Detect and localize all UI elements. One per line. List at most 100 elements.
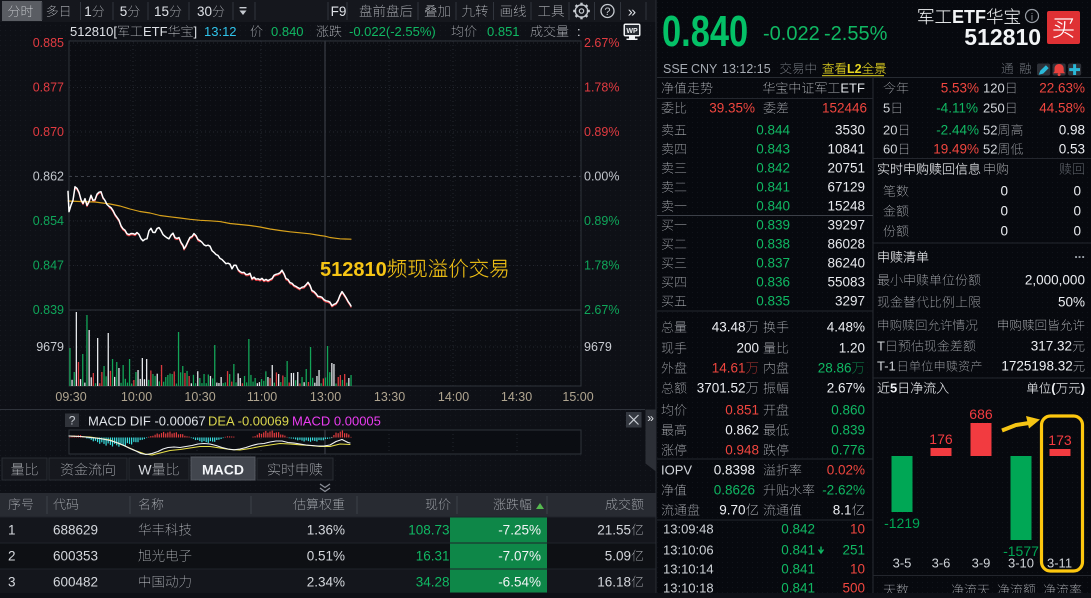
svg-text:»: »: [647, 411, 654, 425]
svg-text:9679: 9679: [36, 340, 64, 354]
svg-text:0.840: 0.840: [271, 24, 304, 39]
svg-text:0.851: 0.851: [487, 24, 520, 39]
svg-text:?: ?: [604, 6, 610, 18]
svg-text:0.51%: 0.51%: [307, 549, 345, 564]
svg-text:0.8398: 0.8398: [714, 463, 755, 478]
svg-text:1: 1: [84, 4, 92, 19]
svg-text:3701.52: 3701.52: [697, 381, 746, 396]
svg-text:67129: 67129: [828, 180, 866, 195]
svg-text:0.8626: 0.8626: [714, 483, 755, 498]
svg-text:4.48%: 4.48%: [827, 320, 865, 335]
svg-text:09:30: 09:30: [55, 390, 86, 404]
svg-text:22.63%: 22.63%: [1039, 81, 1085, 96]
svg-text:55083: 55083: [828, 275, 866, 290]
svg-text:0.948: 0.948: [725, 443, 759, 458]
svg-text:?: ?: [69, 414, 76, 428]
svg-text:13:10:18: 13:10:18: [663, 581, 714, 593]
svg-text:0.843: 0.843: [756, 142, 790, 157]
svg-text:0.841: 0.841: [756, 180, 790, 195]
svg-text:0: 0: [1001, 204, 1009, 219]
svg-text:13:30: 13:30: [374, 390, 405, 404]
svg-text:0: 0: [1074, 204, 1082, 219]
svg-text:0.838: 0.838: [756, 237, 790, 252]
svg-text:43.48: 43.48: [712, 320, 746, 335]
svg-text:0.885: 0.885: [33, 36, 64, 50]
svg-text:0.841: 0.841: [781, 581, 815, 593]
svg-text:512810: 512810: [320, 259, 387, 281]
svg-text:0.02%: 0.02%: [827, 463, 865, 478]
svg-text:0.89%: 0.89%: [584, 125, 619, 139]
svg-text:SSE: SSE: [663, 62, 688, 76]
svg-text:0.839: 0.839: [33, 303, 64, 317]
svg-text:20: 20: [883, 123, 897, 138]
svg-text:5.09: 5.09: [605, 549, 631, 564]
svg-text:CNY: CNY: [691, 62, 718, 76]
svg-text:2.34%: 2.34%: [307, 575, 345, 590]
svg-text:-6.54%: -6.54%: [498, 575, 541, 590]
svg-text:3: 3: [8, 575, 16, 590]
svg-text:MACD DIF -0.00067: MACD DIF -0.00067: [88, 414, 206, 429]
svg-text:5: 5: [883, 101, 890, 116]
svg-text:2,000,000: 2,000,000: [1025, 273, 1085, 288]
svg-text:200: 200: [737, 341, 760, 356]
svg-text:-4.11%: -4.11%: [936, 101, 978, 116]
svg-text:50%: 50%: [1058, 295, 1085, 310]
svg-text:2: 2: [8, 549, 16, 564]
svg-text:-7.25%: -7.25%: [498, 523, 541, 538]
svg-text:F9: F9: [331, 4, 347, 19]
svg-text:30: 30: [197, 4, 212, 19]
svg-text:-2.62%: -2.62%: [822, 483, 865, 498]
svg-text:3-5: 3-5: [893, 556, 912, 571]
svg-text:250: 250: [983, 101, 1005, 116]
svg-text:34.28: 34.28: [416, 575, 450, 590]
svg-text:15: 15: [154, 4, 169, 19]
svg-text:13:12:15: 13:12:15: [722, 62, 771, 76]
svg-text:3-11: 3-11: [1047, 556, 1072, 571]
svg-text:512810[: 512810[: [70, 24, 117, 39]
svg-text:600353: 600353: [53, 549, 98, 564]
svg-text:DEA -0.00069: DEA -0.00069: [208, 414, 289, 429]
svg-text:0.840: 0.840: [756, 199, 790, 214]
svg-text:1725198.32: 1725198.32: [1001, 359, 1072, 374]
svg-text:21.55: 21.55: [597, 523, 631, 538]
svg-text:ETF: ETF: [840, 81, 865, 96]
svg-text:108.73: 108.73: [408, 523, 449, 538]
svg-text:1.36%: 1.36%: [307, 523, 345, 538]
svg-text:3-6: 3-6: [932, 556, 951, 571]
svg-text:0.841: 0.841: [781, 543, 815, 558]
svg-text:-7.07%: -7.07%: [498, 549, 541, 564]
svg-text:173: 173: [1048, 432, 1072, 448]
svg-text:-2.55%: -2.55%: [824, 23, 888, 45]
svg-text:10:30: 10:30: [184, 390, 215, 404]
svg-text:11:00: 11:00: [247, 390, 277, 404]
svg-text:686: 686: [969, 406, 993, 422]
svg-text:»: »: [628, 4, 636, 21]
svg-text:L2: L2: [847, 62, 862, 76]
svg-text:1.20: 1.20: [839, 341, 865, 356]
svg-text:-1219: -1219: [884, 515, 920, 531]
svg-text:16.31: 16.31: [416, 549, 450, 564]
svg-text:(: (: [1051, 381, 1056, 396]
svg-text:0.98: 0.98: [1059, 123, 1085, 138]
svg-text:): ): [1081, 381, 1085, 396]
svg-text:0.851: 0.851: [725, 403, 759, 418]
svg-text:9679: 9679: [584, 340, 612, 354]
svg-text:i: i: [1031, 13, 1033, 24]
svg-text:0.837: 0.837: [756, 256, 790, 271]
svg-text:1.78%: 1.78%: [584, 81, 619, 95]
svg-text:120: 120: [983, 81, 1005, 96]
svg-text:0.53: 0.53: [1059, 142, 1085, 157]
svg-text:13:00: 13:00: [310, 390, 341, 404]
svg-text:W: W: [138, 462, 152, 478]
svg-text:ETF: ETF: [143, 24, 168, 39]
svg-text:0.840: 0.840: [662, 8, 748, 56]
svg-text:10841: 10841: [828, 142, 866, 157]
svg-text:2.67%: 2.67%: [827, 381, 865, 396]
svg-text:3-9: 3-9: [972, 556, 991, 571]
svg-text:16.18: 16.18: [597, 575, 631, 590]
svg-text:13:12: 13:12: [204, 24, 237, 39]
svg-text:0.776: 0.776: [831, 443, 865, 458]
svg-text:MACD: MACD: [202, 462, 244, 478]
svg-text:9.70: 9.70: [719, 503, 745, 518]
svg-text:44.58%: 44.58%: [1039, 101, 1085, 116]
